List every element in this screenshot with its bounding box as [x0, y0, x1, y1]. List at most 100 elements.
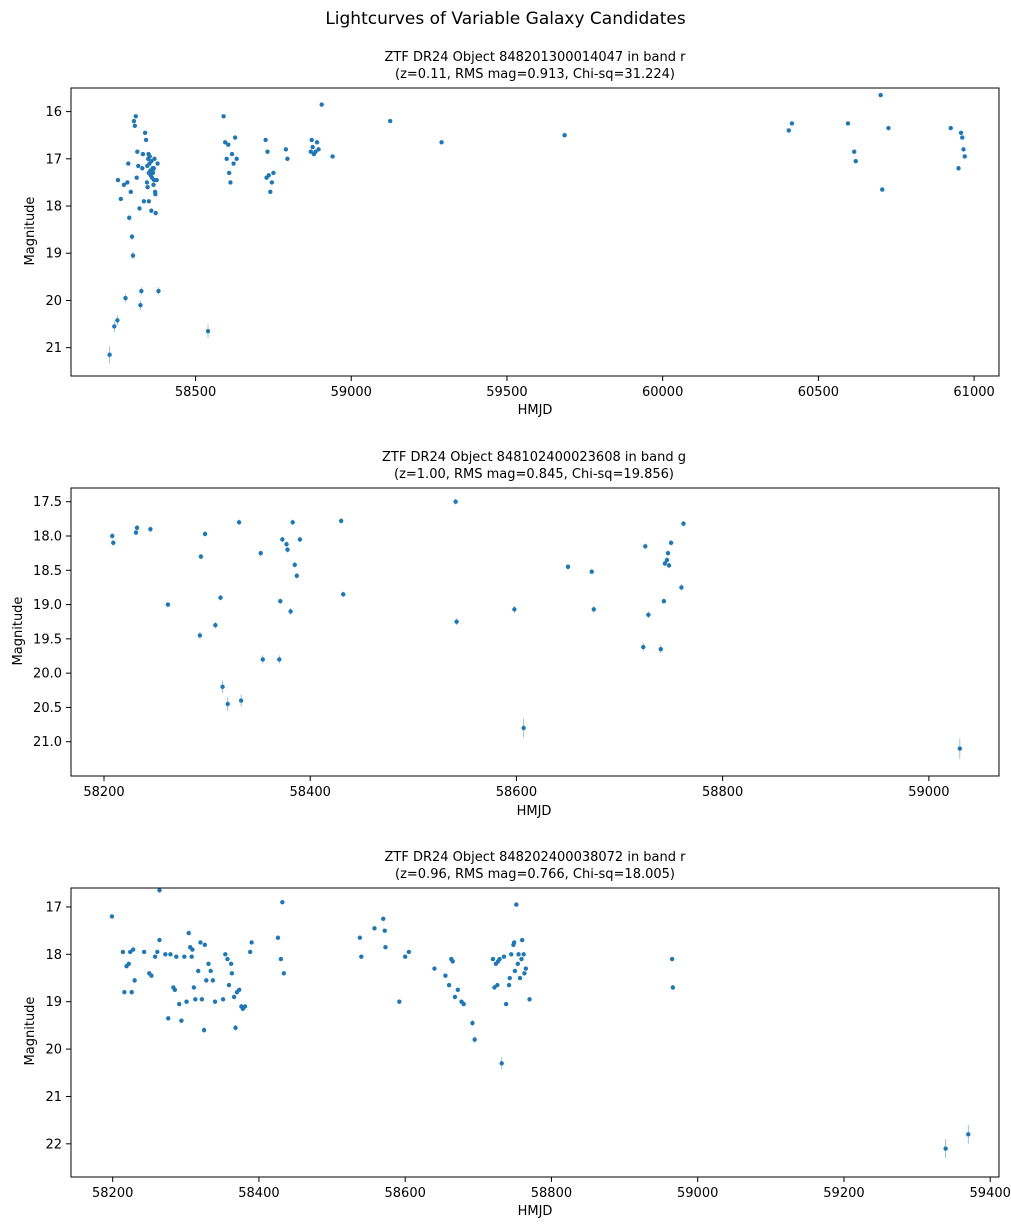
panel-2-y-tick-label: 17.5 — [33, 495, 62, 510]
data-point — [338, 518, 344, 524]
data-point — [112, 324, 117, 329]
data-point — [134, 175, 139, 180]
panel-1: ZTF DR24 Object 848201300014047 in band … — [23, 50, 1000, 418]
panel-1-x-tick-label: 59000 — [331, 385, 372, 400]
data-point — [133, 530, 139, 535]
data-point — [193, 997, 198, 1002]
data-point — [129, 990, 134, 995]
data-point — [190, 947, 195, 952]
data-point — [165, 602, 171, 607]
data-point — [455, 987, 461, 993]
data-point — [948, 125, 953, 131]
figure-title: Lightcurves of Variable Galaxy Candidate… — [325, 9, 686, 29]
data-point — [507, 975, 512, 981]
data-point — [789, 121, 795, 126]
data-point — [142, 130, 148, 136]
data-point — [501, 954, 507, 959]
panel-2-subtitle: (z=1.00, RMS mag=0.845, Chi-sq=19.856) — [394, 467, 674, 482]
data-point — [432, 966, 437, 971]
data-point — [565, 564, 571, 570]
data-point — [452, 994, 458, 1000]
data-point — [153, 192, 158, 197]
data-point — [201, 1027, 207, 1033]
panel-1-plot: 58500 59000 59500 60000 60500 61000 16 17 18 19 20… — [45, 87, 1000, 400]
data-point — [666, 563, 672, 568]
data-point — [886, 125, 891, 131]
data-point — [218, 595, 223, 600]
panel-3-x-tick-label: 58600 — [385, 1186, 426, 1201]
data-point — [148, 526, 153, 532]
data-point — [381, 916, 386, 921]
data-point — [330, 154, 335, 159]
data-point — [107, 352, 112, 357]
data-point — [260, 657, 265, 662]
data-point — [138, 302, 143, 308]
data-point — [521, 725, 526, 731]
panel-2-axes-frame — [70, 487, 1000, 777]
data-point — [280, 537, 285, 542]
data-point — [189, 954, 194, 959]
data-point — [147, 154, 152, 159]
data-point — [288, 609, 293, 614]
data-point — [511, 940, 517, 945]
data-point — [229, 971, 235, 976]
data-point — [152, 954, 158, 959]
panel-3-y-tick-label: 18 — [45, 948, 62, 963]
panel-2-x-tick-label: 59000 — [908, 785, 949, 800]
data-point — [277, 657, 282, 662]
data-point — [236, 987, 242, 993]
data-point — [512, 607, 517, 612]
panel-3-y-axis-label: Magnitude — [23, 997, 38, 1066]
data-point — [152, 156, 157, 162]
panel-3-x-axis-label: HMJD — [518, 1204, 553, 1219]
data-point — [228, 180, 233, 185]
data-point — [263, 137, 268, 143]
data-point — [179, 1018, 184, 1023]
panel-2-x-tick-label: 58200 — [83, 785, 124, 800]
data-point — [527, 997, 532, 1002]
data-point — [131, 118, 137, 124]
data-point — [233, 1025, 238, 1030]
data-point — [199, 997, 205, 1002]
data-point — [226, 170, 232, 176]
data-point — [522, 971, 527, 976]
data-point — [845, 121, 851, 126]
data-point — [591, 607, 596, 612]
data-point — [141, 199, 147, 204]
data-point — [121, 182, 127, 187]
data-point — [129, 234, 135, 239]
data-point — [308, 149, 313, 154]
data-point — [156, 288, 161, 294]
data-point — [406, 949, 412, 955]
data-point — [242, 1004, 248, 1009]
data-point — [130, 253, 136, 258]
data-point — [523, 966, 529, 971]
data-point — [149, 973, 154, 978]
data-point — [213, 622, 218, 628]
data-point — [225, 956, 230, 962]
data-point — [232, 135, 238, 140]
data-point — [223, 952, 228, 957]
data-point — [853, 158, 858, 164]
data-point — [184, 999, 189, 1004]
data-point — [516, 952, 521, 957]
data-point — [150, 168, 155, 173]
data-point — [265, 149, 270, 154]
data-point — [669, 956, 675, 962]
panel-3-x-tick-label: 58400 — [238, 1186, 279, 1201]
panel-1-y-tick-label: 20 — [45, 294, 62, 309]
data-point — [664, 557, 670, 563]
data-point — [151, 177, 157, 183]
data-point — [247, 949, 253, 955]
panel-2-y-tick-label: 19.0 — [33, 598, 62, 613]
data-point — [313, 149, 318, 154]
data-point — [111, 540, 116, 546]
data-point — [519, 956, 524, 962]
data-point — [229, 151, 235, 157]
panel-1-x-tick-label: 59500 — [486, 385, 527, 400]
data-point — [140, 166, 145, 171]
data-point — [145, 163, 150, 169]
data-point — [202, 531, 208, 537]
